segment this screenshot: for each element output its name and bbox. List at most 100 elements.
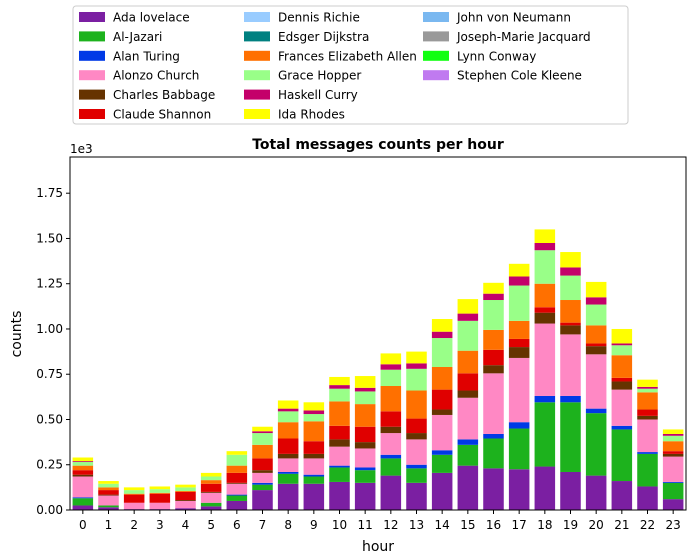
bar-segment-hour-12-series-5: [380, 411, 402, 427]
bar-segment-hour-4-series-3: [175, 500, 196, 509]
x-tick-label: 5: [207, 518, 215, 532]
x-tick-label: 12: [383, 518, 398, 532]
bar-segment-hour-9-series-1: [303, 476, 325, 484]
bar-segment-hour-21-series-1: [611, 429, 633, 482]
bar-segment-hour-11-series-0: [354, 482, 376, 510]
plot-frame: [69, 156, 687, 511]
bar-segment-hour-1-series-4: [98, 494, 119, 496]
x-tick-label: 15: [460, 518, 475, 532]
bar-segment-hour-7-series-0: [252, 490, 273, 510]
bar-segment-hour-16-series-8: [483, 329, 504, 350]
bar-segment-hour-8-series-5: [277, 438, 299, 454]
bar-segment-hour-23-series-11: [662, 429, 684, 434]
bar-segment-hour-8-series-11: [277, 400, 299, 409]
bar-segment-hour-5-series-8: [200, 480, 222, 484]
bar-segment-hour-8-series-10: [277, 408, 299, 412]
bar-segment-hour-14-series-11: [431, 319, 453, 332]
legend-label: Ada lovelace: [113, 11, 190, 25]
bar-segment-hour-7-series-1: [252, 484, 273, 491]
legend-label: Dennis Richie: [278, 11, 360, 25]
bar-segment-hour-18-series-10: [534, 242, 556, 251]
bar-segment-hour-6-series-8: [226, 465, 248, 473]
bar-segment-hour-12-series-1: [380, 458, 402, 476]
bar-segment-hour-16-series-10: [483, 293, 504, 301]
bar-segment-hour-0-series-8: [72, 465, 94, 471]
bar-segment-hour-23-series-2: [662, 481, 684, 483]
bar-segment-hour-13-series-2: [406, 464, 427, 469]
x-axis-label: hour: [362, 539, 394, 555]
bar-segment-hour-4-series-11: [175, 484, 196, 488]
bar-segment-hour-19-series-2: [560, 395, 581, 403]
bar-segment-hour-12-series-0: [380, 475, 402, 510]
bar-segment-hour-23-series-8: [662, 441, 684, 452]
bar-segment-hour-23-series-4: [662, 453, 684, 457]
bar-segment-hour-15-series-8: [457, 350, 479, 374]
bar-segment-hour-18-series-11: [534, 229, 556, 243]
bar-segment-hour-5-series-1: [200, 502, 222, 507]
legend-swatch: [244, 89, 270, 100]
bar-segment-hour-0-series-5: [72, 470, 94, 475]
bar-segment-hour-21-series-3: [611, 389, 633, 426]
bar-segment-hour-21-series-2: [611, 425, 633, 430]
x-tick-label: 10: [332, 518, 347, 532]
bar-segment-hour-0-series-2: [72, 497, 94, 499]
bar-segment-hour-22-series-5: [637, 409, 658, 416]
bar-segment-hour-21-series-5: [611, 377, 633, 382]
bar-segment-hour-2-series-11: [123, 487, 145, 491]
bar-segment-hour-17-series-9: [508, 285, 530, 321]
x-tick-label: 0: [79, 518, 87, 532]
bar-segment-hour-20-series-0: [585, 475, 607, 510]
bar-segment-hour-14-series-3: [431, 414, 453, 451]
bar-segment-hour-18-series-3: [534, 323, 556, 396]
bar-segment-hour-10-series-3: [329, 446, 350, 466]
bar-segment-hour-18-series-2: [534, 395, 556, 403]
bar-segment-hour-8-series-4: [277, 453, 299, 459]
legend-swatch: [244, 109, 270, 119]
bar-segment-hour-2-series-3: [123, 502, 145, 510]
bar-segment-hour-9-series-4: [303, 453, 325, 459]
bar-segment-hour-11-series-9: [354, 391, 376, 405]
bar-segment-hour-1-series-3: [98, 495, 119, 506]
bar-segment-hour-7-series-11: [252, 426, 273, 432]
bar-segment-hour-13-series-8: [406, 390, 427, 419]
bar-segment-hour-13-series-1: [406, 468, 427, 483]
legend-label: Alonzo Church: [113, 69, 199, 83]
bar-segment-hour-13-series-9: [406, 368, 427, 391]
bar-segment-hour-11-series-2: [354, 467, 376, 471]
bar-segment-hour-22-series-9: [637, 388, 658, 393]
bar-segment-hour-9-series-0: [303, 483, 325, 510]
bar-segment-hour-10-series-1: [329, 467, 350, 482]
x-tick-label: 17: [512, 518, 527, 532]
bar-segment-hour-20-series-1: [585, 413, 607, 476]
bar-segment-hour-0-series-3: [72, 476, 94, 498]
bar-segment-hour-3-series-8: [149, 492, 171, 494]
bar-segment-hour-13-series-5: [406, 418, 427, 434]
bar-segment-hour-3-series-5: [149, 493, 171, 503]
bar-segment-hour-22-series-4: [637, 415, 658, 420]
y-tick-label: 0.25: [36, 458, 63, 472]
bar-segment-hour-16-series-11: [483, 282, 504, 294]
bar-segment-hour-22-series-1: [637, 453, 658, 487]
bar-segment-hour-15-series-10: [457, 313, 479, 321]
x-tick-label: 23: [666, 518, 681, 532]
bar-segment-hour-4-series-0: [175, 508, 196, 510]
legend-label: Stephen Cole Kleene: [457, 69, 582, 83]
bar-segment-hour-18-series-0: [534, 466, 556, 510]
bar-segment-hour-16-series-2: [483, 433, 504, 439]
bar-segment-hour-10-series-9: [329, 388, 350, 402]
bar-segment-hour-16-series-4: [483, 365, 504, 374]
bar-segment-hour-12-series-4: [380, 426, 402, 434]
legend-label: Edsger Dijkstra: [278, 30, 369, 44]
bars: [72, 229, 684, 510]
bar-segment-hour-20-series-10: [585, 297, 607, 305]
bar-segment-hour-21-series-0: [611, 481, 633, 510]
bar-segment-hour-21-series-10: [611, 343, 633, 346]
bar-segment-hour-7-series-2: [252, 482, 273, 485]
legend-swatch: [79, 31, 105, 42]
legend-swatch: [79, 89, 105, 100]
legend-box: [72, 5, 629, 125]
bar-segment-hour-15-series-11: [457, 299, 479, 314]
legend-label: Lynn Conway: [457, 49, 536, 63]
bar-segment-hour-18-series-8: [534, 283, 556, 308]
bar-segment-hour-10-series-8: [329, 401, 350, 426]
